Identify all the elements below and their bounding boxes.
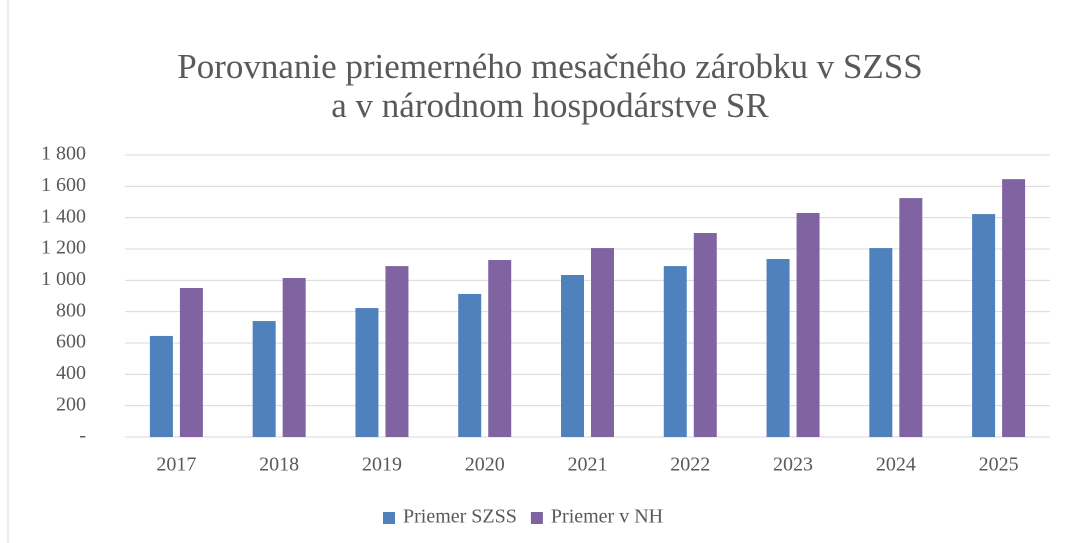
- x-tick-label: 2025: [979, 454, 1019, 476]
- legend-label: Priemer SZSS: [403, 506, 517, 528]
- bar: [385, 266, 409, 437]
- bar: [355, 308, 379, 437]
- bar: [488, 259, 512, 437]
- y-tick-label: 400: [56, 362, 86, 384]
- bar: [591, 248, 614, 437]
- y-tick-label: 1 000: [41, 268, 86, 290]
- bar: [561, 275, 584, 437]
- x-tick-label: 2021: [568, 454, 608, 476]
- bar: [972, 214, 996, 437]
- legend-label: Priemer v NH: [551, 506, 663, 528]
- bar: [869, 248, 893, 437]
- bar: [149, 335, 173, 437]
- bar: [282, 277, 306, 437]
- y-tick-label: 200: [56, 393, 86, 415]
- y-tick-label: 1 600: [41, 174, 86, 196]
- y-tick-label: 800: [56, 299, 86, 321]
- y-tick-label: 1 200: [41, 237, 86, 259]
- x-tick-label: 2022: [670, 454, 710, 476]
- y-tick-label: 1 400: [41, 205, 86, 227]
- x-tick-label: 2024: [876, 454, 916, 476]
- bar: [899, 198, 923, 437]
- x-tick-label: 2023: [773, 454, 813, 476]
- y-tick-label: -: [79, 425, 86, 447]
- legend-swatch: [383, 512, 395, 524]
- bar: [796, 212, 820, 437]
- bar: [179, 288, 203, 437]
- legend-swatch: [530, 512, 543, 524]
- bar: [663, 266, 687, 437]
- chart-subtitle: a v národnom hospodárstve SR: [331, 86, 769, 125]
- x-tick-label: 2019: [362, 454, 402, 476]
- x-tick-label: 2018: [259, 454, 299, 476]
- y-tick-label: 1 800: [41, 143, 86, 165]
- bar: [458, 293, 482, 437]
- bar: [766, 259, 790, 437]
- bar: [252, 321, 276, 437]
- bar: [693, 233, 717, 437]
- y-tick-label: 600: [56, 331, 86, 353]
- x-tick-label: 2020: [465, 454, 505, 476]
- bar: [1002, 179, 1026, 438]
- chart-title: Porovnanie priemerného mesačného zárobku…: [177, 47, 923, 86]
- x-tick-label: 2017: [156, 454, 196, 476]
